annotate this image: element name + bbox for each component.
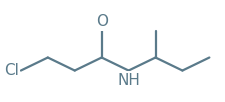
- Text: NH: NH: [117, 73, 140, 88]
- Text: Cl: Cl: [4, 63, 19, 78]
- Text: O: O: [96, 14, 108, 29]
